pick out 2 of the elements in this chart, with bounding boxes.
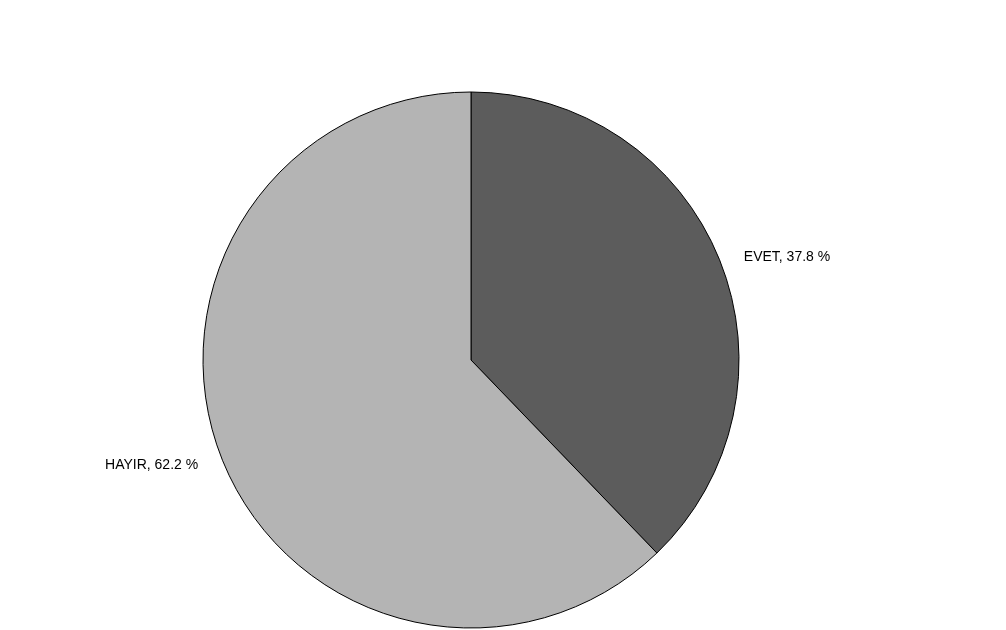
slice-label: HAYIR, 62.2 % <box>105 455 199 472</box>
slice-label: EVET, 37.8 % <box>743 248 831 265</box>
